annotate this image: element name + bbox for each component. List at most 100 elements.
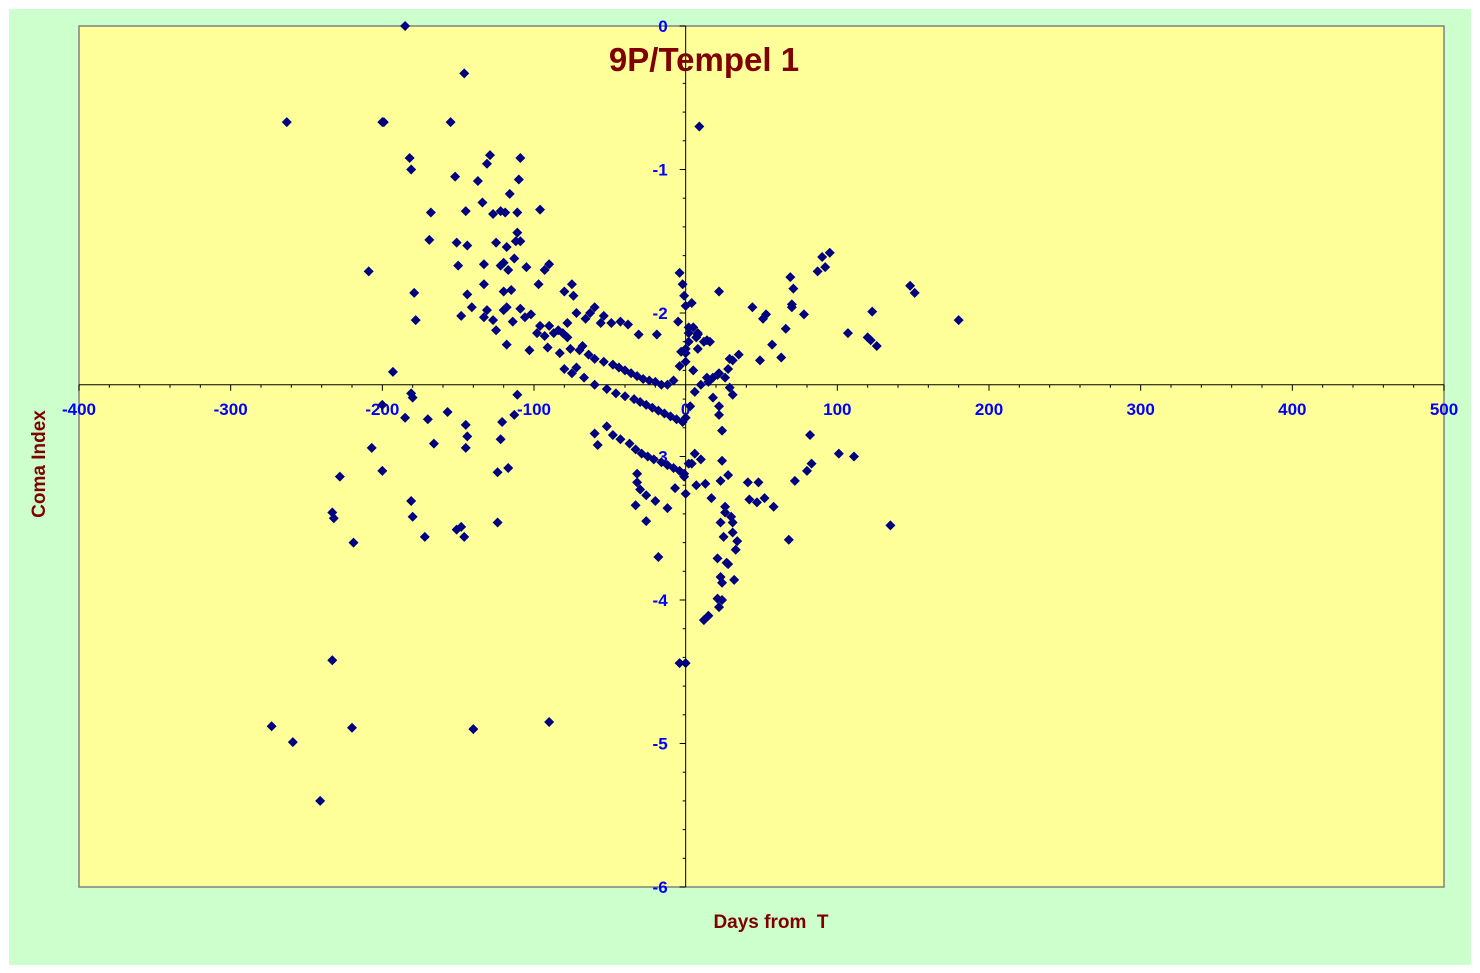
- data-point: [871, 341, 882, 352]
- data-point: [607, 429, 618, 440]
- plot-area: [78, 25, 1445, 888]
- data-point: [909, 287, 920, 298]
- data-point: [685, 401, 696, 412]
- data-point: [519, 312, 530, 323]
- x-tick-label: 200: [975, 400, 1003, 419]
- data-point: [783, 534, 794, 545]
- data-point: [334, 471, 345, 482]
- data-point: [729, 574, 740, 585]
- data-point: [688, 365, 699, 376]
- data-point: [686, 458, 697, 469]
- y-tick-label: -4: [653, 591, 669, 610]
- data-point: [589, 302, 600, 313]
- data-point: [747, 302, 758, 313]
- data-point: [477, 197, 488, 208]
- data-point: [485, 150, 496, 161]
- data-point: [495, 434, 506, 445]
- data-point: [824, 247, 835, 258]
- data-point: [785, 272, 796, 283]
- data-point: [524, 345, 535, 356]
- data-point: [720, 507, 731, 518]
- data-point: [501, 339, 512, 350]
- data-point: [488, 315, 499, 326]
- data-point: [727, 517, 738, 528]
- data-point: [806, 458, 817, 469]
- data-point: [491, 325, 502, 336]
- data-point: [495, 260, 506, 271]
- data-point: [512, 389, 523, 400]
- data-point: [717, 425, 728, 436]
- data-point: [723, 363, 734, 374]
- data-point: [579, 372, 590, 383]
- data-point: [459, 531, 470, 542]
- data-point: [674, 658, 685, 669]
- data-point: [615, 434, 626, 445]
- data-point: [727, 355, 738, 366]
- data-point: [501, 241, 512, 252]
- data-point: [718, 531, 729, 542]
- y-tick-label: -1: [653, 161, 668, 180]
- data-point: [727, 389, 738, 400]
- data-point: [656, 379, 667, 390]
- data-point: [714, 409, 725, 420]
- data-point: [512, 207, 523, 218]
- data-point: [460, 206, 471, 217]
- data-point: [820, 262, 831, 273]
- data-point: [726, 511, 737, 522]
- data-point: [542, 342, 553, 353]
- data-point: [689, 386, 700, 397]
- data-point: [407, 511, 418, 522]
- data-point: [620, 391, 630, 402]
- data-point: [751, 497, 762, 508]
- data-point: [424, 234, 435, 245]
- data-point: [478, 279, 489, 290]
- data-point: [692, 343, 703, 354]
- data-point: [724, 382, 735, 393]
- data-point: [585, 308, 596, 318]
- data-point: [478, 312, 489, 323]
- data-point: [953, 315, 964, 326]
- data-point: [562, 318, 573, 329]
- data-point: [377, 399, 388, 410]
- data-point: [692, 328, 703, 339]
- data-point: [651, 329, 662, 340]
- data-point: [683, 336, 694, 347]
- x-tick-label: 300: [1126, 400, 1154, 419]
- data-point: [574, 345, 585, 356]
- data-point: [509, 409, 520, 420]
- data-point: [589, 428, 600, 439]
- data-point: [632, 477, 643, 488]
- data-point: [535, 320, 546, 331]
- x-tick-label: 100: [823, 400, 851, 419]
- data-point: [459, 68, 470, 79]
- data-point: [753, 477, 764, 488]
- data-point: [714, 602, 725, 613]
- data-point: [615, 316, 626, 327]
- data-point: [535, 204, 546, 215]
- data-point: [768, 501, 779, 512]
- data-point: [513, 174, 524, 185]
- data-point: [598, 356, 609, 367]
- data-point: [327, 655, 338, 666]
- data-point: [680, 658, 691, 669]
- data-point: [571, 308, 582, 318]
- data-point: [744, 494, 755, 505]
- data-point: [668, 375, 679, 386]
- data-point: [500, 207, 511, 218]
- data-point: [732, 536, 743, 547]
- data-point: [680, 348, 691, 359]
- data-point: [592, 440, 603, 451]
- data-point: [601, 421, 612, 432]
- data-point: [595, 318, 606, 329]
- data-point: [589, 379, 600, 390]
- data-point: [378, 117, 389, 128]
- data-point: [662, 503, 673, 514]
- data-point: [328, 513, 339, 524]
- data-point: [715, 517, 726, 528]
- x-tick-label: 500: [1430, 400, 1458, 419]
- y-axis-title: Coma Index: [29, 410, 50, 518]
- data-point: [680, 412, 691, 423]
- data-point: [679, 471, 690, 482]
- data-point: [623, 319, 634, 330]
